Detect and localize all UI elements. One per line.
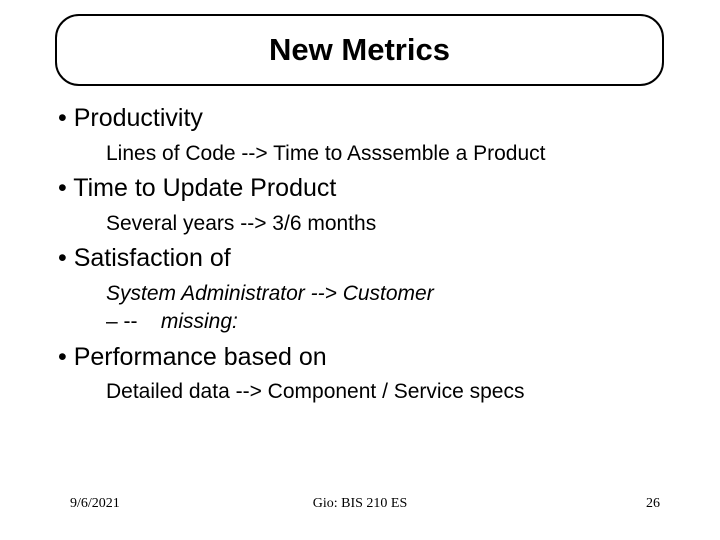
bullet-satisfaction-sub2-dash: – --: [106, 308, 138, 336]
slide-footer: 9/6/2021 Gio: BIS 210 ES 26: [0, 496, 720, 520]
bullet-time-to-update-sub: Several years --> 3/6 months: [106, 210, 668, 238]
bullet-satisfaction-sub: System Administrator --> Customer: [106, 280, 668, 308]
bullet-productivity: Productivity: [58, 102, 668, 136]
bullet-satisfaction-sub2: – -- missing:: [106, 308, 668, 336]
bullet-satisfaction: Satisfaction of: [58, 242, 668, 276]
bullet-satisfaction-sub2-rest: missing:: [138, 308, 238, 336]
slide: New Metrics Productivity Lines of Code -…: [0, 0, 720, 540]
bullet-time-to-update: Time to Update Product: [58, 172, 668, 206]
bullet-performance-sub: Detailed data --> Component / Service sp…: [106, 378, 668, 406]
footer-page-number: 26: [646, 496, 660, 512]
slide-title: New Metrics: [269, 32, 450, 68]
bullet-productivity-sub: Lines of Code --> Time to Asssemble a Pr…: [106, 140, 668, 168]
bullet-performance: Performance based on: [58, 341, 668, 375]
title-box: New Metrics: [55, 14, 664, 86]
footer-source: Gio: BIS 210 ES: [0, 496, 720, 512]
slide-content: Productivity Lines of Code --> Time to A…: [58, 102, 668, 407]
